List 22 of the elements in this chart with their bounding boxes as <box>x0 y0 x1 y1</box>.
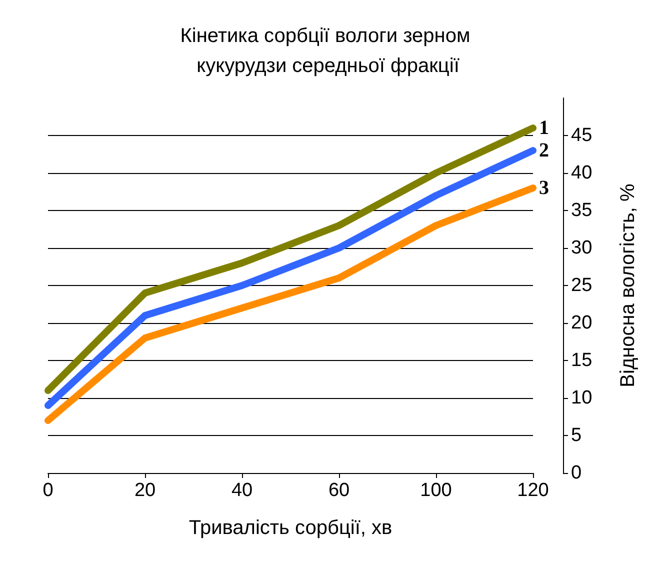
y-tick-label: 15 <box>571 350 592 371</box>
x-tick-label: 100 <box>420 480 452 501</box>
series-label: 2 <box>539 140 549 162</box>
y-tick-label: 0 <box>571 462 582 484</box>
y-tick-label: 45 <box>571 125 592 146</box>
x-tick-label: 40 <box>231 480 253 501</box>
x-tick-label: 20 <box>134 480 156 501</box>
chart-title: Кінетика сорбції вологи зерном кукурудзи середньої фракції <box>180 25 476 77</box>
x-tick-label: 60 <box>328 480 350 501</box>
y-tick-label: 10 <box>571 388 592 408</box>
x-tick-label: 0 <box>42 480 54 501</box>
y-tick-label: 25 <box>571 275 592 296</box>
series-label: 1 <box>539 117 549 139</box>
x-tick-label: 120 <box>517 480 549 501</box>
x-axis-title: Тривалість сорбції, хв <box>188 517 392 539</box>
y-tick-label: 30 <box>571 238 592 258</box>
y-tick-label: 20 <box>571 312 592 334</box>
series-label: 3 <box>539 177 549 199</box>
y-axis-title: Відносна вологість, % <box>617 183 639 388</box>
y-tick-label: 5 <box>571 425 582 446</box>
y-tick-label: 40 <box>571 162 592 184</box>
y-tick-label: 35 <box>571 200 592 221</box>
